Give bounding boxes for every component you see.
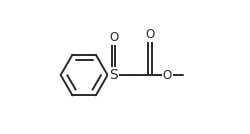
Text: S: S [109,68,118,82]
Text: O: O [162,68,172,82]
Text: O: O [145,28,154,41]
Text: O: O [109,31,118,44]
